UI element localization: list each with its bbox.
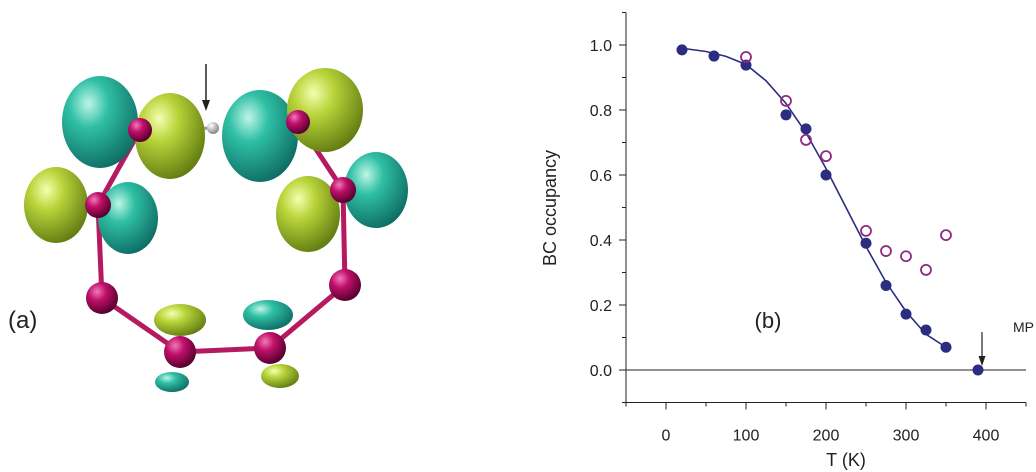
x-tick-label: 0 [662,428,671,445]
annotation: MP [1013,319,1034,335]
filled-point [901,309,911,319]
panel-label: (a) [8,307,37,334]
x-axis-label: T (K) [826,450,866,470]
x-tick-label: 300 [893,428,920,445]
open-point [861,226,871,236]
y-tick-label: 0.0 [590,363,612,380]
x-tick-label: 200 [813,428,840,445]
y-tick-label: 0.6 [590,168,612,185]
open-point [821,151,831,161]
y-tick-label: 0.2 [590,298,612,315]
x-tick-label: 400 [973,428,1000,445]
figure: (a) 0.0 0.2 0.4 0.6 0.8 1.0 0 100 200 300 400 T (K)… [0,0,1036,472]
open-point [941,230,951,240]
arrow-head [979,356,986,366]
open-point [901,251,911,261]
filled-point [921,325,931,335]
annotation: (b) [755,308,782,333]
molecule-image [24,64,408,392]
filled-point [881,281,891,291]
filled-point [973,365,983,375]
filled-point [821,170,831,180]
filled-point [941,342,951,352]
open-point [921,265,931,275]
filled-point [709,51,719,61]
x-tick-label: 100 [733,428,760,445]
y-tick-label: 0.4 [590,233,612,250]
fit-line [682,48,946,347]
filled-point [781,110,791,120]
y-tick-label: 0.8 [590,103,612,120]
y-tick-label: 1.0 [590,38,612,55]
y-axis-label: BC occupancy [540,150,560,266]
filled-point [861,238,871,248]
filled-point [801,124,811,134]
open-point [881,246,891,256]
filled-point [677,45,687,55]
